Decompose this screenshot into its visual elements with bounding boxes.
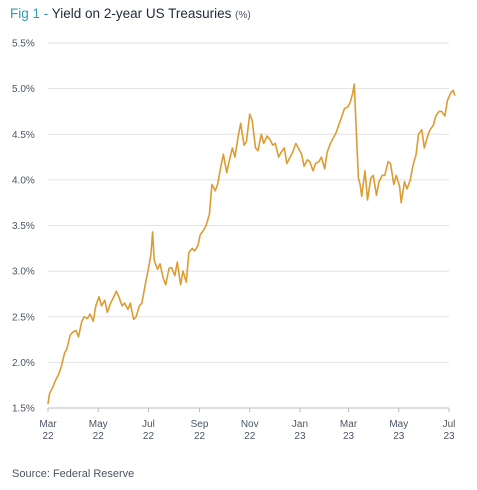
x-tick-label-year: 22 [93,431,105,442]
x-tick-label-year: 22 [143,431,155,442]
x-tick-label-month: Mar [39,419,57,430]
series-layer [47,83,456,405]
y-tick-label: 4.0% [12,175,35,186]
series-line-0 [47,83,456,405]
x-tick-label-month: Jul [142,419,155,430]
y-tick-label: 5.0% [12,84,35,95]
x-tick-label-year: 23 [343,431,355,442]
y-axis-ticks: 1.5% 2.0% 2.5% 3.0% 3.5% 4.0% 4.5% 5.0% 5.5% [12,39,35,415]
x-tick-label-month: May [389,419,408,430]
grid-lines [48,42,449,409]
figure-label: Fig 1 - [10,6,49,21]
y-tick-label: 1.5% [12,404,35,415]
x-tick-label-month: Sep [191,419,209,430]
line-chart: 1.5% 2.0% 2.5% 3.0% 3.5% 4.0% 4.5% 5.0% 5.5% Mar… [12,39,456,442]
y-tick-label: 2.0% [12,358,35,369]
title-unit: (%) [235,10,251,21]
chart-title: Fig 1 - Yield on 2-year US Treasuries (%… [10,6,251,21]
y-tick-label: 4.5% [12,130,35,141]
x-tick-label-year: 22 [194,431,206,442]
y-tick-label: 3.5% [12,221,35,232]
y-tick-label: 3.0% [12,267,35,278]
x-tick-label-month: Mar [340,419,358,430]
x-tick-label-year: 23 [294,431,306,442]
x-tick-label-year: 22 [244,431,256,442]
y-tick-label: 2.5% [12,312,35,323]
x-tick-label-month: May [89,419,108,430]
x-axis-ticks: Mar22May22Jul22Sep22Nov22Jan23Mar23May23… [39,408,455,442]
x-tick-label-year: 23 [443,431,455,442]
source-note: Source: Federal Reserve [12,468,135,480]
x-tick-label-month: Jan [292,419,308,430]
x-tick-label-month: Nov [241,419,259,430]
y-tick-label: 5.5% [12,39,35,50]
x-tick-label-month: Jul [443,419,456,430]
title-text: Yield on 2-year US Treasuries [51,6,232,21]
x-tick-label-year: 23 [393,431,405,442]
x-tick-label-year: 22 [42,431,54,442]
